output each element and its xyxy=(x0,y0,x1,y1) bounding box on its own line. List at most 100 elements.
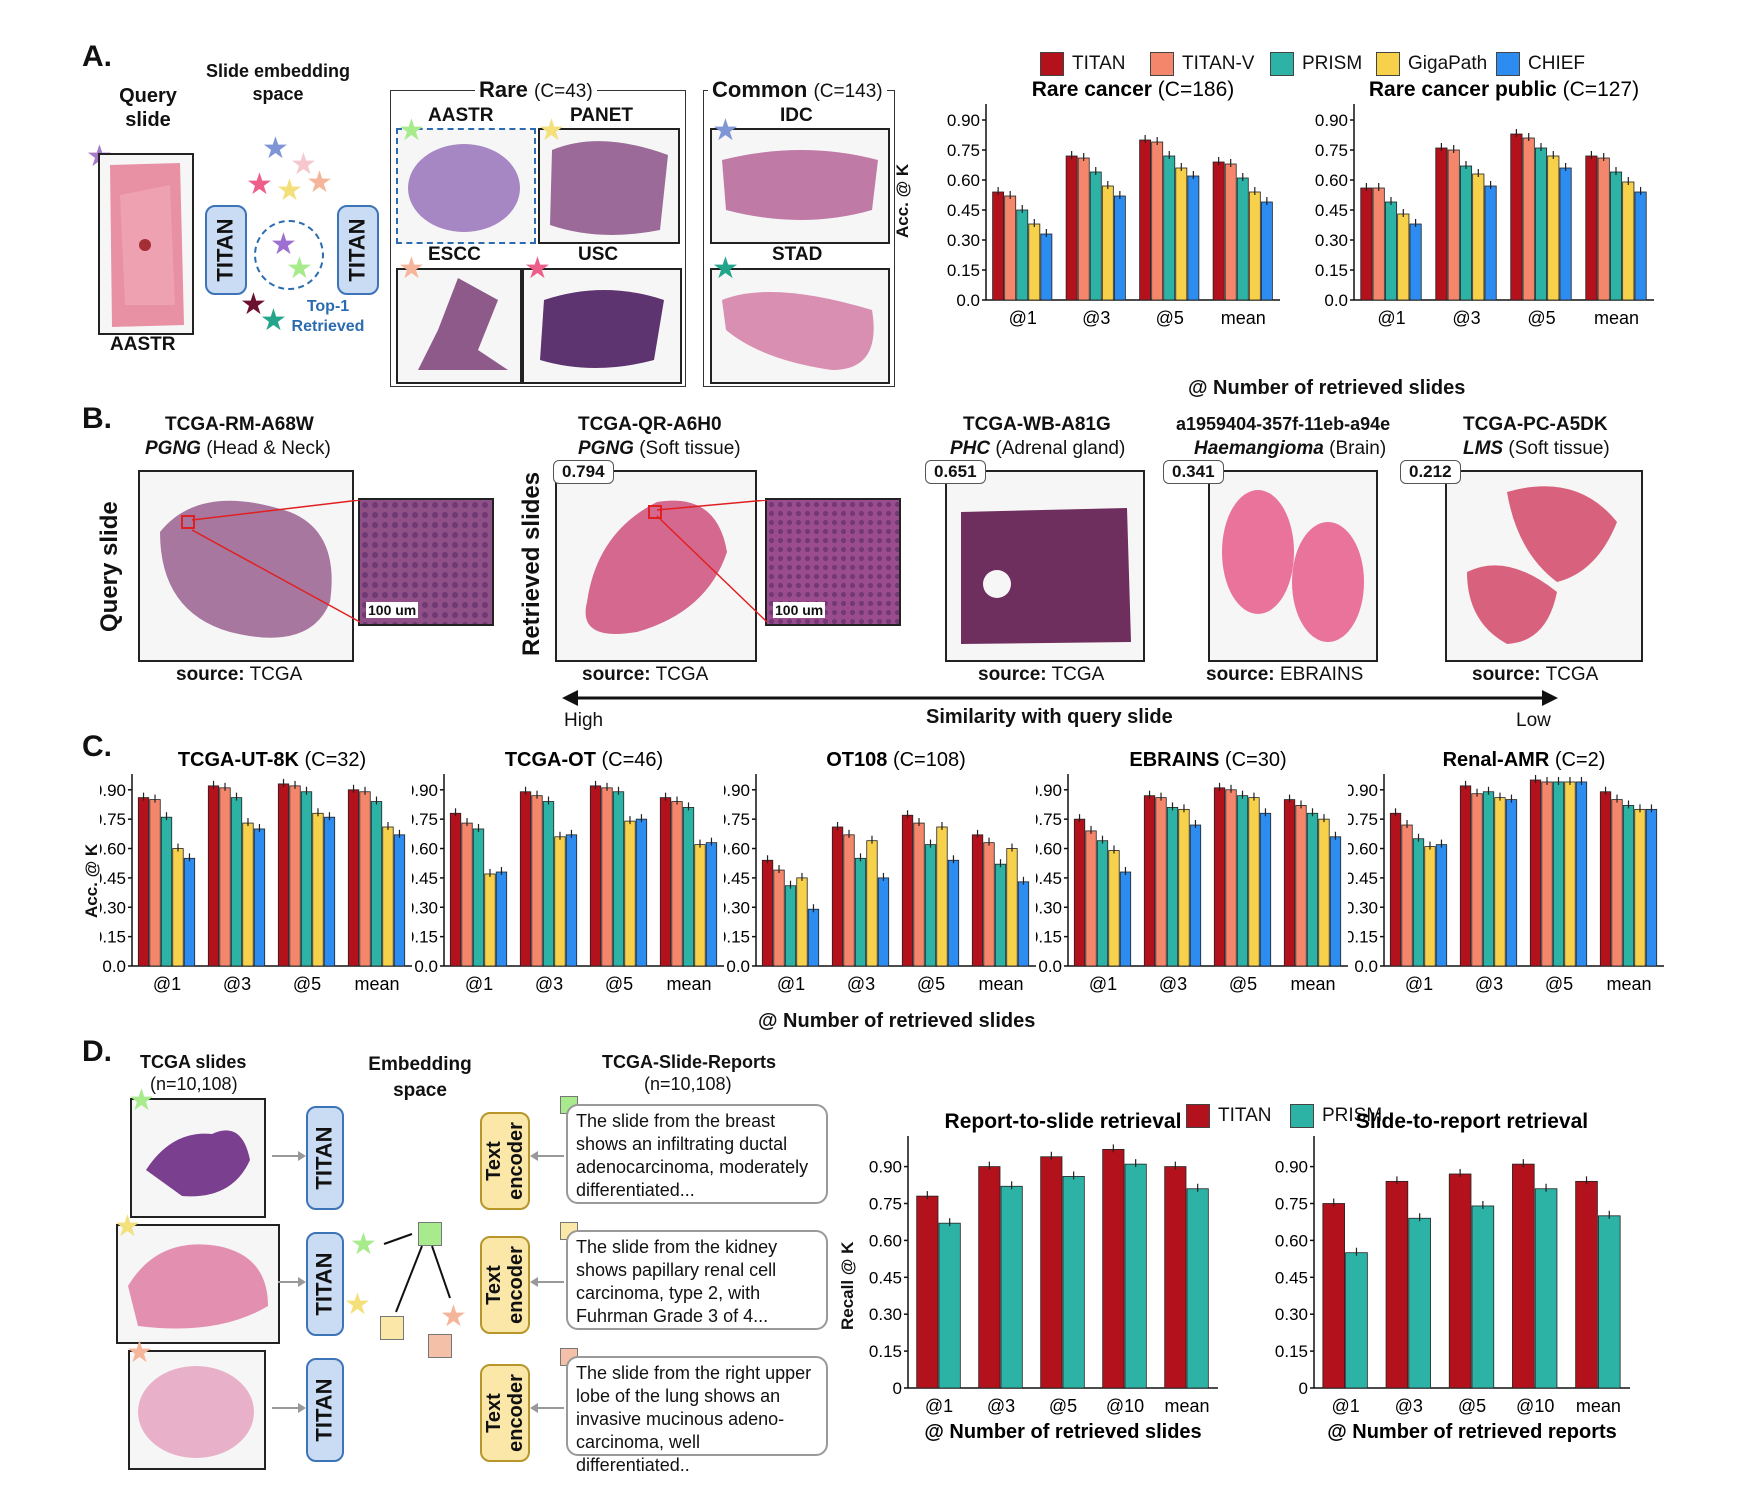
bar-titan-at1 xyxy=(992,191,1005,301)
chart-title: Report-to-slide retrieval xyxy=(945,1110,1182,1133)
retrieved-side-label: Retrieved slides xyxy=(518,471,545,656)
y-tick-label: 0.15 xyxy=(100,928,126,947)
y-tick-label: 0.90 xyxy=(412,781,438,800)
star-icon: ★ xyxy=(286,252,313,285)
y-tick-label: 0.90 xyxy=(100,781,126,800)
chart-slide-to-report: Slide-to-report retrieval 0.90 0.75 0.60 0.4… xyxy=(1275,1110,1630,1443)
retrieved-slide-2 xyxy=(945,470,1145,662)
bar-gigapath-mean xyxy=(382,826,394,967)
query-slide-image xyxy=(98,153,194,335)
similarity-arrow xyxy=(562,690,1558,706)
arrow-low-label: Low xyxy=(1516,710,1551,731)
bar-titan-v-mean xyxy=(1597,157,1610,301)
bar-titan-at10 xyxy=(1102,1148,1125,1389)
bar-chief-at3 xyxy=(1113,195,1126,301)
star-icon: ★ xyxy=(276,174,303,207)
bar-prism-mean xyxy=(1236,177,1249,301)
d-arrows-right xyxy=(530,1151,564,1413)
bar-gigapath-mean xyxy=(1248,191,1261,301)
y-tick-label: 0.45 xyxy=(1036,869,1062,888)
panel-a-xlabel: @ Number of retrieved slides xyxy=(1188,377,1466,399)
bar-chief-mean xyxy=(705,842,718,967)
bar-chief-at5 xyxy=(323,816,336,967)
bar-prism-at1 xyxy=(1412,838,1425,967)
titan-encoder-d2: TITAN xyxy=(306,1232,344,1336)
common-slide-stad xyxy=(710,268,890,384)
bar-gigapath-at5 xyxy=(312,812,324,967)
text-encoder-3: Text encoder xyxy=(480,1364,530,1462)
d-embed-arrows xyxy=(383,1233,451,1313)
y-tick-label: 0.75 xyxy=(724,810,750,829)
star-icon: ★ xyxy=(524,252,551,285)
y-tick-label: 0.30 xyxy=(1315,231,1348,250)
bar-titan-v-at3 xyxy=(531,795,543,967)
bar-titan-at3 xyxy=(831,826,844,967)
star-icon: ★ xyxy=(270,228,297,261)
retrieved-id: TCGA-PC-A5DK xyxy=(1463,414,1608,435)
y-tick-label: 0.0 xyxy=(414,957,438,976)
x-tick-label: @1 xyxy=(777,974,805,994)
star-icon: ★ xyxy=(114,1210,141,1243)
bar-prism-at5 xyxy=(1236,795,1249,967)
query-dx: PGNG (Head & Neck) xyxy=(145,438,331,459)
d-slide-2 xyxy=(116,1224,280,1344)
y-tick-label: 0.75 xyxy=(947,141,980,160)
x-tick-label: @10 xyxy=(1106,1396,1144,1416)
x-tick-label: @5 xyxy=(1049,1396,1077,1416)
chart-report-to-slide: Report-to-slide retrieval 0.90 0.75 0.60 0.4… xyxy=(869,1110,1218,1443)
bar-titan-mean xyxy=(1283,799,1296,967)
bar-gigapath-mean xyxy=(1634,808,1646,967)
bar-titan-v-at5 xyxy=(1522,137,1535,301)
y-tick-label: 0.0 xyxy=(1038,957,1062,976)
bar-titan-at5 xyxy=(589,785,602,967)
y-tick-label: 0.60 xyxy=(869,1231,902,1250)
query-slide-b xyxy=(138,470,354,662)
x-tick-label: @5 xyxy=(1156,308,1184,328)
tcga-slides-count: (n=10,108) xyxy=(150,1074,238,1094)
bar-titan-mean xyxy=(1599,791,1612,967)
x-tick-label: @1 xyxy=(925,1396,953,1416)
bar-prism-at5 xyxy=(612,791,625,967)
bar-titan-v-at1 xyxy=(1372,187,1385,301)
bar-prism-at3 xyxy=(1089,171,1102,301)
bar-titan-mean xyxy=(1164,1166,1187,1389)
report-square-icon xyxy=(380,1316,404,1340)
y-tick-label: 0.0 xyxy=(1324,291,1348,310)
x-tick-label: @1 xyxy=(465,974,493,994)
y-tick-label: 0.15 xyxy=(1315,261,1348,280)
bar-titan-v-at3 xyxy=(843,834,855,967)
top1-circle xyxy=(254,220,324,290)
report-text-1: The slide from the breast shows an infil… xyxy=(566,1104,828,1204)
y-tick-label: 0.15 xyxy=(412,928,438,947)
bar-prism-at3 xyxy=(854,857,867,967)
chart-rare-cancer-public: Rare cancer public (C=127) 0.90 0.75 0.60 0.… xyxy=(1315,80,1654,328)
y-tick-label: 0.60 xyxy=(724,840,750,859)
bar-titan-v-at1 xyxy=(773,869,785,967)
x-tick-label: @3 xyxy=(1475,974,1503,994)
retrieved-dx: LMS (Soft tissue) xyxy=(1463,438,1610,459)
chart-rare-cancer: Rare cancer (C=186) 0.90 0.75 0.60 0.45 0.30 0… xyxy=(947,80,1280,328)
bar-titan-v-mean xyxy=(983,842,995,967)
rare-slide-usc xyxy=(522,268,682,384)
bar-chief-at3 xyxy=(565,834,578,967)
bar-gigapath-mean xyxy=(1622,181,1635,301)
panel-c-xlabel: @ Number of retrieved slides xyxy=(758,1010,1036,1032)
bar-titan-v-mean xyxy=(1295,805,1307,967)
legend-item: TITAN xyxy=(1040,52,1125,76)
x-tick-label: mean xyxy=(354,974,399,994)
star-icon: ★ xyxy=(246,168,273,201)
y-tick-label: 0.45 xyxy=(1275,1268,1308,1287)
bar-titan-v-at1 xyxy=(1401,824,1413,967)
bar-prism-at3 xyxy=(1408,1217,1431,1389)
x-tick-label: mean xyxy=(1594,308,1639,328)
y-tick-label: 0.60 xyxy=(1315,171,1348,190)
bar-chief-at3 xyxy=(877,877,890,967)
star-icon: ★ xyxy=(306,166,333,199)
star-icon: ★ xyxy=(398,252,425,285)
x-tick-label: @1 xyxy=(1089,974,1117,994)
bar-chief-mean xyxy=(1017,881,1030,967)
y-tick-label: 0.60 xyxy=(100,840,126,859)
rare-slide-panet xyxy=(538,128,680,244)
y-tick-label: 0.0 xyxy=(956,291,980,310)
scale-bar-label: 100 um xyxy=(773,602,826,618)
